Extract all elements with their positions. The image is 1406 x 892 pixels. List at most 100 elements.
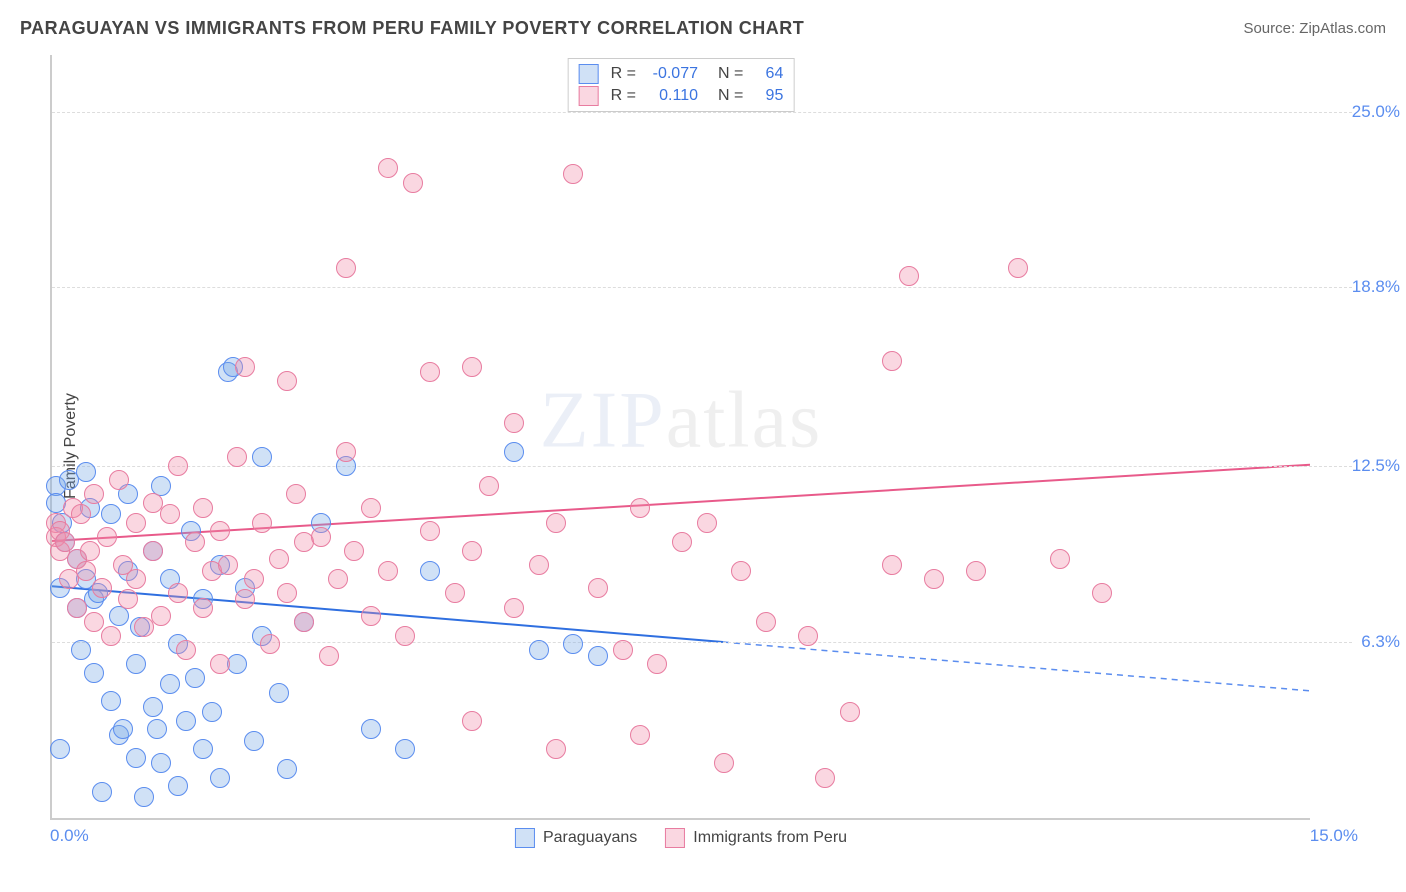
source-label: Source: ZipAtlas.com [1243, 20, 1386, 37]
r-value-1: 0.110 [646, 87, 698, 105]
watermark: ZIPatlas [540, 376, 823, 467]
scatter-point [168, 583, 188, 603]
r-label-0: R = [611, 65, 636, 83]
scatter-point [504, 442, 524, 462]
y-tick-label: 25.0% [1320, 102, 1400, 122]
scatter-point [546, 739, 566, 759]
scatter-point [403, 173, 423, 193]
scatter-point [1008, 258, 1028, 278]
scatter-point [101, 504, 121, 524]
scatter-point [235, 357, 255, 377]
legend-series-swatch-0 [515, 828, 535, 848]
scatter-point [840, 702, 860, 722]
scatter-point [504, 413, 524, 433]
n-value-1: 95 [753, 87, 783, 105]
scatter-point [361, 498, 381, 518]
y-tick-label: 6.3% [1320, 632, 1400, 652]
scatter-point [563, 164, 583, 184]
scatter-point [756, 612, 776, 632]
scatter-point [71, 640, 91, 660]
scatter-point [176, 640, 196, 660]
scatter-point [420, 521, 440, 541]
scatter-point [588, 646, 608, 666]
header: PARAGUAYAN VS IMMIGRANTS FROM PERU FAMIL… [20, 18, 1386, 39]
scatter-point [134, 787, 154, 807]
scatter-point [277, 759, 297, 779]
scatter-point [378, 561, 398, 581]
legend-stats-row-0: R = -0.077 N = 64 [579, 63, 784, 85]
scatter-point [731, 561, 751, 581]
scatter-point [92, 782, 112, 802]
scatter-point [126, 748, 146, 768]
scatter-point [336, 442, 356, 462]
scatter-point [882, 555, 902, 575]
legend-stats-row-1: R = 0.110 N = 95 [579, 85, 784, 107]
scatter-point [1092, 583, 1112, 603]
scatter-point [176, 711, 196, 731]
scatter-point [92, 578, 112, 598]
scatter-point [588, 578, 608, 598]
scatter-point [151, 606, 171, 626]
scatter-point [269, 549, 289, 569]
scatter-point [80, 541, 100, 561]
scatter-point [76, 561, 96, 581]
plot-area: ZIPatlas R = -0.077 N = 64 R = 0.110 N =… [50, 55, 1310, 820]
scatter-point [613, 640, 633, 660]
scatter-point [97, 527, 117, 547]
scatter-point [344, 541, 364, 561]
scatter-point [672, 532, 692, 552]
scatter-point [227, 447, 247, 467]
scatter-point [71, 504, 91, 524]
scatter-point [504, 598, 524, 618]
scatter-point [563, 634, 583, 654]
legend-series-label-1: Immigrants from Peru [693, 829, 847, 847]
watermark-zip: ZIP [540, 377, 666, 465]
legend-series-item-0: Paraguayans [515, 828, 637, 848]
scatter-point [277, 583, 297, 603]
scatter-point [101, 626, 121, 646]
scatter-point [101, 691, 121, 711]
scatter-point [462, 711, 482, 731]
scatter-point [193, 598, 213, 618]
scatter-point [185, 668, 205, 688]
scatter-point [479, 476, 499, 496]
scatter-point [378, 158, 398, 178]
scatter-point [445, 583, 465, 603]
legend-series-item-1: Immigrants from Peru [665, 828, 847, 848]
trend-line-dashed [723, 642, 1310, 691]
scatter-point [147, 719, 167, 739]
scatter-point [714, 753, 734, 773]
scatter-point [277, 371, 297, 391]
trend-line-solid [52, 465, 1310, 541]
r-label-1: R = [611, 87, 636, 105]
y-tick-label: 18.8% [1320, 277, 1400, 297]
scatter-point [462, 541, 482, 561]
scatter-point [361, 606, 381, 626]
scatter-point [193, 739, 213, 759]
x-tick-label: 15.0% [1310, 826, 1358, 846]
scatter-point [420, 561, 440, 581]
scatter-point [109, 470, 129, 490]
grid-line [52, 642, 1352, 643]
scatter-point [210, 768, 230, 788]
legend-series-label-0: Paraguayans [543, 829, 637, 847]
x-tick-label: 0.0% [50, 826, 89, 846]
scatter-point [252, 513, 272, 533]
scatter-point [882, 351, 902, 371]
scatter-point [185, 532, 205, 552]
grid-line [52, 287, 1352, 288]
scatter-point [118, 589, 138, 609]
scatter-point [294, 612, 314, 632]
grid-line [52, 466, 1352, 467]
scatter-point [966, 561, 986, 581]
legend-series-swatch-1 [665, 828, 685, 848]
scatter-point [286, 484, 306, 504]
scatter-point [193, 498, 213, 518]
scatter-point [202, 702, 222, 722]
scatter-point [328, 569, 348, 589]
scatter-point [76, 462, 96, 482]
scatter-point [899, 266, 919, 286]
scatter-point [395, 739, 415, 759]
scatter-point [67, 598, 87, 618]
scatter-point [84, 484, 104, 504]
